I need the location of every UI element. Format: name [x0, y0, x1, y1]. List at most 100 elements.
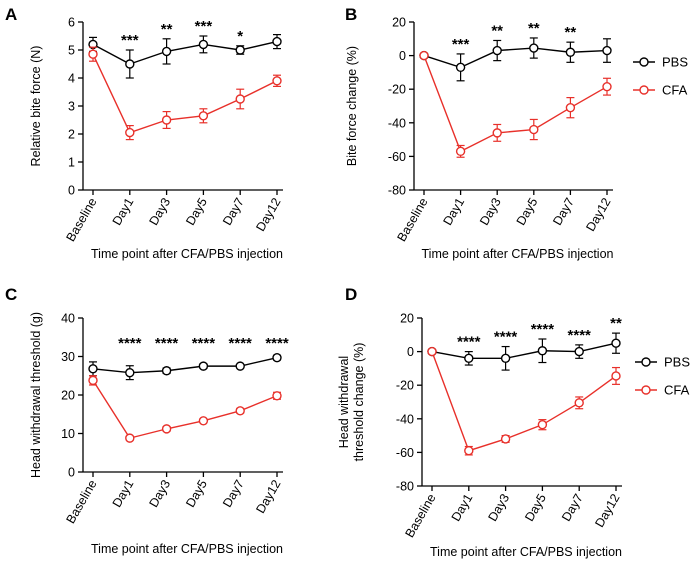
significance-marker: **** [531, 321, 555, 338]
data-point [419, 50, 429, 61]
data-point [427, 346, 437, 357]
data-point [125, 59, 135, 69]
y-tick-label: 0 [399, 49, 406, 63]
y-tick-label: -80 [388, 184, 406, 198]
y-tick-label: 30 [61, 350, 75, 364]
legend-label: PBS [664, 355, 690, 370]
significance-marker: **** [265, 335, 289, 352]
x-tick-label: Day7 [550, 195, 577, 227]
y-tick-label: 20 [61, 389, 75, 403]
panel-B: B -80 -60 -40 -20 0 20 Baseline Day1 Day3 Day5 Day7… [345, 5, 688, 261]
series-cfa [88, 46, 282, 141]
panel-letter: C [5, 285, 17, 304]
series-line [431, 342, 617, 360]
series-pbs [88, 33, 282, 79]
x-tick-label: Day5 [514, 195, 541, 227]
series-cfa [427, 346, 621, 456]
x-tick-label: Day5 [522, 491, 549, 523]
data-point [537, 419, 548, 430]
y-tick-label: -40 [388, 116, 406, 130]
y-axis-title: Head withdrawal [337, 356, 351, 448]
data-point [492, 128, 502, 138]
data-point [88, 364, 98, 374]
series-line [92, 356, 278, 374]
y-tick-label: -40 [396, 412, 414, 426]
data-point [161, 115, 172, 125]
data-point [125, 433, 135, 443]
data-point [125, 367, 135, 378]
significance-marker: ** [610, 315, 622, 332]
data-point [464, 446, 474, 456]
data-point [500, 353, 511, 364]
x-tick-label: Day3 [146, 477, 173, 509]
y-tick-label: 3 [68, 100, 75, 114]
data-point [455, 146, 466, 157]
x-tick-label: Baseline [394, 195, 430, 244]
significance-marker: *** [195, 18, 213, 35]
data-point [272, 76, 282, 86]
legend-label: CFA [664, 383, 690, 398]
x-tick-label: Baseline [63, 195, 99, 244]
data-point [529, 124, 539, 135]
significance-marker: * [237, 28, 243, 45]
y-tick-label: 0 [68, 184, 75, 198]
significance-marker: *** [121, 32, 139, 49]
x-tick-label: Baseline [63, 477, 99, 526]
x-axis-title: Time point after CFA/PBS injection [91, 542, 283, 556]
data-point [492, 45, 502, 56]
panel-C: C 0 10 20 30 40 Baseline Day1 Day3 Day5 Day7 Day12 T… [5, 285, 289, 556]
x-tick-label: Day7 [220, 195, 247, 227]
data-point [611, 371, 621, 381]
y-tick-label: 10 [61, 427, 75, 441]
series-line [423, 47, 608, 69]
data-point [272, 352, 282, 363]
panel-A: A 0 1 2 3 4 5 6 Baseline Day1 Day3 Day5 Day7 Day12 Tim… [5, 5, 284, 261]
series-line [92, 379, 278, 439]
y-tick-label: 20 [392, 16, 406, 30]
data-point [198, 361, 209, 371]
x-tick-label: Day7 [220, 477, 247, 509]
legend-label: CFA [662, 83, 688, 98]
series-line [431, 351, 617, 452]
data-point [455, 62, 466, 73]
data-point [272, 36, 282, 47]
data-point [235, 406, 245, 416]
legend-label: PBS [662, 55, 688, 70]
x-tick-label: Day12 [592, 491, 622, 529]
significance-marker: ** [491, 22, 503, 39]
series-cfa [88, 375, 282, 443]
y-tick-label: 2 [68, 128, 75, 142]
legend: PBS CFA [635, 355, 690, 398]
y-axis-title: Bite force change (%) [345, 46, 359, 166]
legend-marker [639, 85, 649, 95]
significance-marker: ** [528, 20, 540, 37]
x-tick-label: Day1 [449, 491, 476, 523]
significance-marker: ** [161, 21, 173, 38]
x-tick-label: Day1 [110, 477, 137, 509]
data-point [161, 46, 172, 57]
data-point [602, 45, 612, 56]
data-point [574, 398, 584, 408]
x-tick-label: Baseline [402, 491, 438, 540]
y-tick-label: -20 [388, 83, 406, 97]
y-tick-label: -20 [396, 379, 414, 393]
series-pbs [419, 37, 612, 82]
y-tick-label: -80 [396, 480, 414, 494]
series-line [92, 53, 278, 134]
panel-D: D -80 -60 -40 -20 0 20 Baseline Day1 Day3 Day5 Day7… [337, 285, 690, 559]
y-tick-label: 0 [407, 345, 414, 359]
data-point [565, 102, 576, 113]
x-tick-label: Day12 [583, 195, 613, 233]
significance-marker: **** [118, 335, 142, 352]
data-point [464, 353, 474, 364]
panel-letter: D [345, 285, 357, 304]
significance-marker: **** [192, 335, 216, 352]
data-point [198, 416, 209, 426]
legend-marker [641, 385, 651, 395]
x-tick-label: Day3 [477, 195, 504, 227]
significance-marker: **** [568, 327, 592, 344]
x-tick-label: Day5 [183, 477, 210, 509]
x-tick-label: Day12 [253, 477, 283, 515]
x-tick-label: Day5 [183, 195, 210, 227]
y-axis-title: Head withdrawal threshold (g) [29, 312, 43, 478]
